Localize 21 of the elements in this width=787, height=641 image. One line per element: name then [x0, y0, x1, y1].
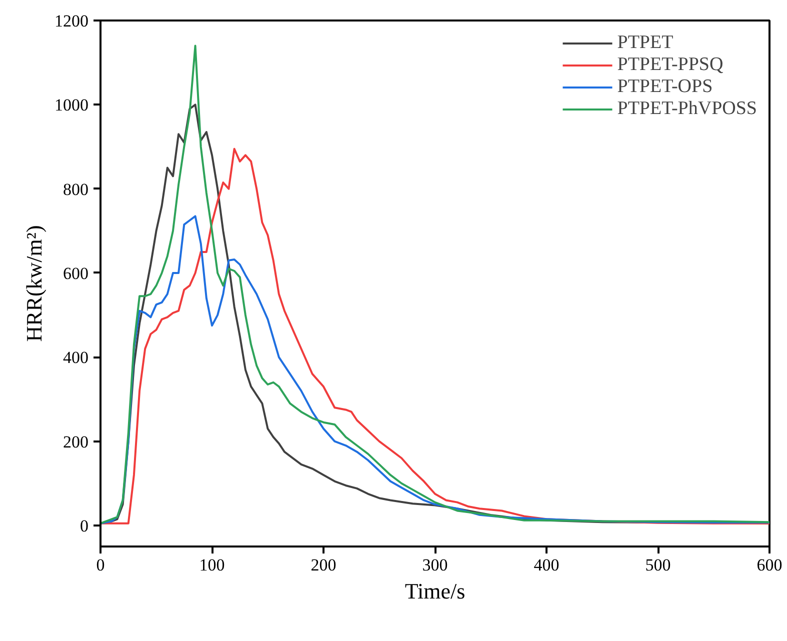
- line-series: [100, 215, 770, 524]
- y-tick-label: 600: [63, 264, 88, 283]
- y-tick-label: 1000: [54, 96, 88, 115]
- x-tick-label: 300: [422, 556, 448, 574]
- x-tick-label: 100: [199, 556, 225, 574]
- y-tick-label: 0: [80, 516, 88, 536]
- y-axis-title: HRR(kw/m²): [22, 225, 46, 342]
- legend-label: PTPET: [617, 32, 674, 54]
- x-tick-label: 500: [645, 556, 671, 574]
- legend-label: PTPET-PhVPOSS: [617, 98, 757, 120]
- x-tick-label: 600: [756, 556, 782, 574]
- x-tick-label: 0: [96, 556, 105, 574]
- x-tick-label: 400: [534, 556, 560, 574]
- y-tick-label: 800: [63, 180, 88, 199]
- y-tick-label: 1200: [54, 12, 88, 30]
- y-tick-label: 400: [63, 348, 88, 368]
- legend-label: PTPET-PPSQ: [617, 54, 724, 76]
- x-tick-label: 200: [310, 556, 336, 574]
- x-axis-title: Time/s: [404, 578, 466, 604]
- legend-label: PTPET-OPS: [617, 76, 713, 98]
- y-tick-label: 200: [63, 432, 88, 452]
